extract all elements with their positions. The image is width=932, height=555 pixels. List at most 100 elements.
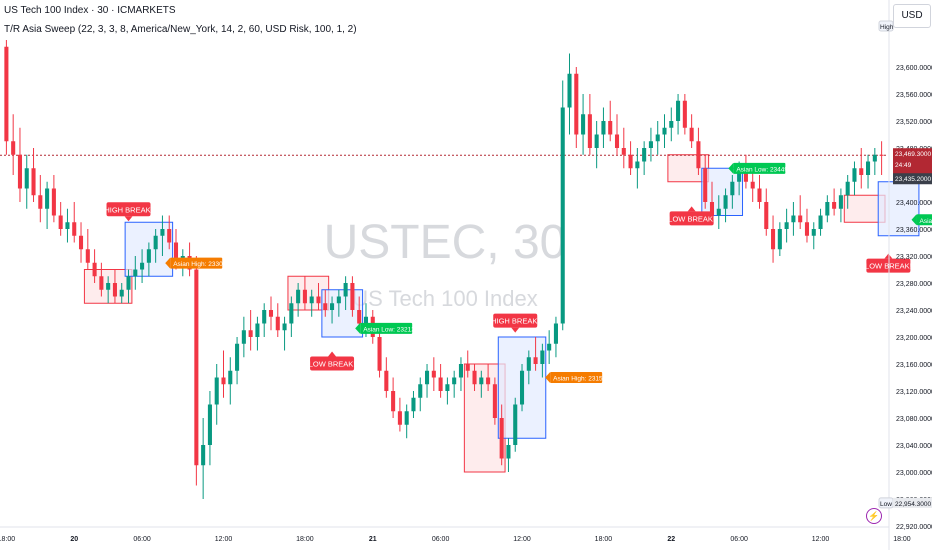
candle-body xyxy=(689,127,694,142)
candle-body xyxy=(126,276,131,290)
candle-body xyxy=(655,134,660,142)
candle-body xyxy=(228,370,233,385)
x-tick-label: 12:00 xyxy=(215,536,233,543)
break-label: LOW BREAK! xyxy=(668,214,715,223)
candle-body xyxy=(17,154,22,189)
candle-body xyxy=(214,377,219,405)
candle-body xyxy=(248,330,253,337)
watermark-ticker: USTEC, 30 xyxy=(324,216,567,269)
candle-body xyxy=(45,188,50,209)
candle-body xyxy=(357,310,362,324)
candle-body xyxy=(207,404,212,445)
candle-body xyxy=(438,377,443,391)
currency-button[interactable]: USD xyxy=(893,4,931,28)
candle-body xyxy=(119,289,124,297)
candle-body xyxy=(140,262,145,270)
candle-body xyxy=(825,202,830,216)
indicator-legend[interactable]: T/R Asia Sweep (22, 3, 3, 8, America/New… xyxy=(4,24,357,35)
current-price-label: 23,469.3000 xyxy=(895,151,932,158)
candle-body xyxy=(78,235,84,250)
flash-icon[interactable]: ⚡ xyxy=(866,508,882,524)
candle-body xyxy=(85,249,90,263)
candle-body xyxy=(642,148,647,162)
candle-body xyxy=(513,404,518,445)
y-tick-label: 23,000.0000 xyxy=(896,470,932,477)
asian-high-label: Asian High: 23157.2 xyxy=(553,376,612,383)
candle-body xyxy=(24,168,29,189)
candle-body xyxy=(533,357,538,364)
candle-body xyxy=(648,141,653,148)
candle-body xyxy=(282,323,287,331)
candle-body xyxy=(262,310,267,324)
break-label-bg xyxy=(310,356,355,371)
y-tick-label: 23,040.0000 xyxy=(896,443,932,450)
candle-body xyxy=(4,46,9,142)
candle-body xyxy=(397,411,402,425)
x-tick-label: 21 xyxy=(369,536,377,543)
candle-body xyxy=(574,73,579,135)
candle-body xyxy=(526,357,531,371)
low-value-label: 22,954.3000 xyxy=(895,501,932,508)
candle-body xyxy=(587,114,592,148)
candle-body xyxy=(458,364,463,378)
candle-body xyxy=(445,384,450,391)
candle-body xyxy=(601,121,606,135)
break-label-bg xyxy=(106,202,151,217)
candle-body xyxy=(676,100,681,121)
candle-body xyxy=(777,229,782,250)
candle-body xyxy=(302,289,307,304)
candle-body xyxy=(553,323,558,344)
candle-body xyxy=(737,168,742,182)
asian-low-label: Asian Low: 23212.7 xyxy=(363,326,420,333)
low-value-bg xyxy=(893,497,932,508)
asian-low-label: Asian Low: 23449.9 xyxy=(736,166,793,173)
candle-body xyxy=(65,222,70,229)
candle-body xyxy=(384,370,389,391)
y-tick-label: 23,320.0000 xyxy=(896,254,932,261)
candle-body xyxy=(682,100,687,128)
break-label-pointer xyxy=(511,327,520,333)
candle-body xyxy=(804,222,810,236)
chart-title: US Tech 100 Index · 30 · ICMARKETS xyxy=(4,5,176,16)
candle-body xyxy=(92,262,97,277)
level-label-bg xyxy=(360,322,413,334)
level-tag xyxy=(893,173,932,185)
break-label-pointer xyxy=(328,351,337,357)
level-label-pointer xyxy=(911,214,917,226)
candle-body xyxy=(499,418,504,459)
break-label-bg xyxy=(493,313,538,328)
candle-body xyxy=(581,114,586,135)
candle-body xyxy=(153,235,158,250)
candle-body xyxy=(289,303,294,324)
break-label: HIGH BREAK! xyxy=(491,317,539,326)
x-tick-label: 06:00 xyxy=(432,536,450,543)
break-label-bg xyxy=(669,211,714,226)
candle-body xyxy=(343,283,348,297)
level-label: 23,435.2000 xyxy=(895,176,932,183)
candle-body xyxy=(696,141,701,169)
candle-body xyxy=(594,134,599,148)
asian-low-label: Asian Low: 23373.7 xyxy=(920,218,932,225)
candle-body xyxy=(106,283,111,290)
asian-high-label: Asian High: 23309.4 xyxy=(173,261,232,268)
y-tick-label: 23,200.0000 xyxy=(896,335,932,342)
candle-body xyxy=(547,343,552,351)
break-label: LOW BREAK! xyxy=(309,360,356,369)
break-label-bg xyxy=(866,258,911,273)
candle-body xyxy=(11,141,16,155)
level-label-bg xyxy=(916,214,932,226)
candle-body xyxy=(703,168,708,202)
x-tick-label: 12:00 xyxy=(812,536,830,543)
candle-body xyxy=(811,229,816,236)
candle-body xyxy=(838,195,843,209)
candle-body xyxy=(567,73,572,108)
candle-body xyxy=(452,377,457,385)
x-tick-label: 18:00 xyxy=(595,536,613,543)
x-tick-label: 06:00 xyxy=(730,536,748,543)
level-label-pointer xyxy=(545,372,551,383)
candle-body xyxy=(519,370,525,405)
candle-body xyxy=(635,161,640,169)
candle-body xyxy=(709,202,715,216)
